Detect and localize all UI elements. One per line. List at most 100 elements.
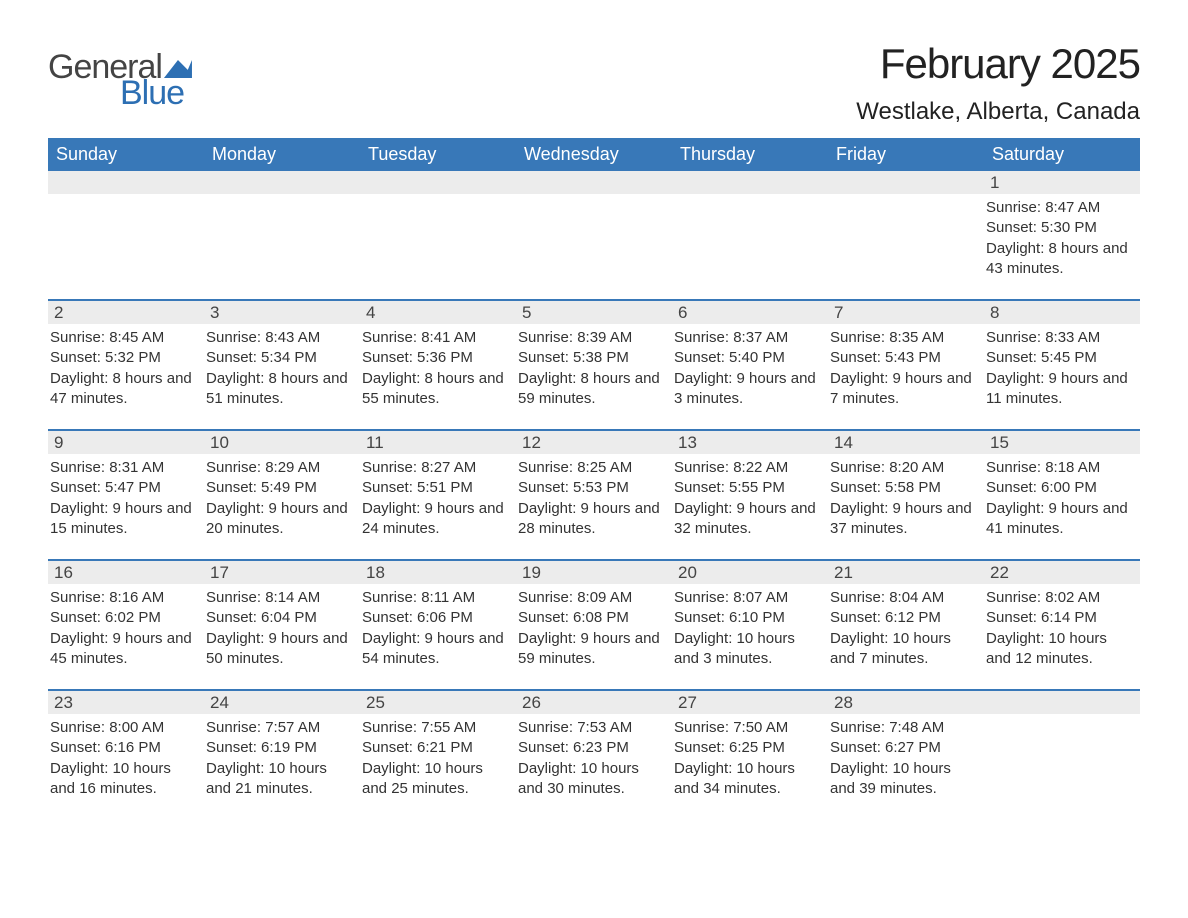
logo: General Blue [48, 40, 192, 110]
day-info-line: Daylight: 9 hours and 11 minutes. [986, 369, 1134, 410]
day-info-line: Daylight: 9 hours and 15 minutes. [50, 499, 198, 540]
day-info-line: Sunset: 6:00 PM [986, 478, 1134, 498]
day-cell: 4Sunrise: 8:41 AMSunset: 5:36 PMDaylight… [360, 301, 516, 429]
weekday-wednesday: Wednesday [516, 138, 672, 171]
day-body: Sunrise: 7:57 AMSunset: 6:19 PMDaylight:… [204, 714, 360, 803]
day-number: 2 [48, 301, 204, 324]
day-body: Sunrise: 8:22 AMSunset: 5:55 PMDaylight:… [672, 454, 828, 543]
day-info-line: Sunset: 6:10 PM [674, 608, 822, 628]
location-text: Westlake, Alberta, Canada [856, 98, 1140, 126]
day-info-line: Daylight: 10 hours and 30 minutes. [518, 759, 666, 800]
day-info-line: Sunrise: 8:07 AM [674, 588, 822, 608]
day-info-line: Daylight: 10 hours and 3 minutes. [674, 629, 822, 670]
day-number: 16 [48, 561, 204, 584]
day-info-line: Sunset: 6:12 PM [830, 608, 978, 628]
day-body: Sunrise: 8:27 AMSunset: 5:51 PMDaylight:… [360, 454, 516, 543]
day-number: 14 [828, 431, 984, 454]
day-body [48, 194, 204, 202]
day-info-line: Sunset: 6:04 PM [206, 608, 354, 628]
day-cell: 12Sunrise: 8:25 AMSunset: 5:53 PMDayligh… [516, 431, 672, 559]
day-number: 17 [204, 561, 360, 584]
day-cell: 5Sunrise: 8:39 AMSunset: 5:38 PMDaylight… [516, 301, 672, 429]
day-body: Sunrise: 8:39 AMSunset: 5:38 PMDaylight:… [516, 324, 672, 413]
day-cell-empty [516, 171, 672, 299]
day-cell: 23Sunrise: 8:00 AMSunset: 6:16 PMDayligh… [48, 691, 204, 819]
day-info-line: Sunrise: 8:39 AM [518, 328, 666, 348]
weekday-saturday: Saturday [984, 138, 1140, 171]
day-info-line: Daylight: 8 hours and 55 minutes. [362, 369, 510, 410]
day-info-line: Sunrise: 7:48 AM [830, 718, 978, 738]
day-number: 19 [516, 561, 672, 584]
week-row: 16Sunrise: 8:16 AMSunset: 6:02 PMDayligh… [48, 559, 1140, 689]
day-cell: 11Sunrise: 8:27 AMSunset: 5:51 PMDayligh… [360, 431, 516, 559]
day-info-line: Sunrise: 7:55 AM [362, 718, 510, 738]
day-cell: 25Sunrise: 7:55 AMSunset: 6:21 PMDayligh… [360, 691, 516, 819]
day-info-line: Daylight: 10 hours and 12 minutes. [986, 629, 1134, 670]
day-number: 5 [516, 301, 672, 324]
day-info-line: Daylight: 10 hours and 16 minutes. [50, 759, 198, 800]
day-info-line: Daylight: 10 hours and 39 minutes. [830, 759, 978, 800]
day-number: 6 [672, 301, 828, 324]
day-info-line: Sunset: 5:38 PM [518, 348, 666, 368]
day-cell: 26Sunrise: 7:53 AMSunset: 6:23 PMDayligh… [516, 691, 672, 819]
day-info-line: Sunrise: 8:11 AM [362, 588, 510, 608]
day-body: Sunrise: 7:50 AMSunset: 6:25 PMDaylight:… [672, 714, 828, 803]
day-info-line: Sunset: 5:58 PM [830, 478, 978, 498]
day-body: Sunrise: 8:37 AMSunset: 5:40 PMDaylight:… [672, 324, 828, 413]
day-info-line: Daylight: 9 hours and 20 minutes. [206, 499, 354, 540]
day-body [672, 194, 828, 202]
day-number: 28 [828, 691, 984, 714]
day-cell: 19Sunrise: 8:09 AMSunset: 6:08 PMDayligh… [516, 561, 672, 689]
day-info-line: Sunrise: 8:33 AM [986, 328, 1134, 348]
day-info-line: Sunrise: 8:41 AM [362, 328, 510, 348]
day-info-line: Daylight: 9 hours and 24 minutes. [362, 499, 510, 540]
header: General Blue February 2025 Westlake, Alb… [48, 40, 1140, 126]
day-body: Sunrise: 8:18 AMSunset: 6:00 PMDaylight:… [984, 454, 1140, 543]
day-number [48, 171, 204, 194]
day-number: 24 [204, 691, 360, 714]
day-body: Sunrise: 8:14 AMSunset: 6:04 PMDaylight:… [204, 584, 360, 673]
day-info-line: Sunrise: 8:09 AM [518, 588, 666, 608]
day-number: 4 [360, 301, 516, 324]
day-info-line: Sunset: 6:14 PM [986, 608, 1134, 628]
day-number: 23 [48, 691, 204, 714]
day-number [204, 171, 360, 194]
day-cell-empty [984, 691, 1140, 819]
day-info-line: Sunset: 6:25 PM [674, 738, 822, 758]
day-body: Sunrise: 8:11 AMSunset: 6:06 PMDaylight:… [360, 584, 516, 673]
day-info-line: Sunset: 5:51 PM [362, 478, 510, 498]
day-body: Sunrise: 8:09 AMSunset: 6:08 PMDaylight:… [516, 584, 672, 673]
day-cell: 18Sunrise: 8:11 AMSunset: 6:06 PMDayligh… [360, 561, 516, 689]
day-body: Sunrise: 8:02 AMSunset: 6:14 PMDaylight:… [984, 584, 1140, 673]
week-row: 1Sunrise: 8:47 AMSunset: 5:30 PMDaylight… [48, 171, 1140, 299]
day-info-line: Daylight: 10 hours and 34 minutes. [674, 759, 822, 800]
day-info-line: Daylight: 9 hours and 50 minutes. [206, 629, 354, 670]
day-number: 26 [516, 691, 672, 714]
day-body [828, 194, 984, 202]
day-number: 11 [360, 431, 516, 454]
day-number: 21 [828, 561, 984, 584]
day-cell: 8Sunrise: 8:33 AMSunset: 5:45 PMDaylight… [984, 301, 1140, 429]
day-info-line: Daylight: 9 hours and 54 minutes. [362, 629, 510, 670]
day-body: Sunrise: 8:47 AMSunset: 5:30 PMDaylight:… [984, 194, 1140, 283]
title-block: February 2025 Westlake, Alberta, Canada [856, 40, 1140, 126]
day-body: Sunrise: 7:53 AMSunset: 6:23 PMDaylight:… [516, 714, 672, 803]
day-info-line: Sunset: 5:43 PM [830, 348, 978, 368]
day-body: Sunrise: 8:25 AMSunset: 5:53 PMDaylight:… [516, 454, 672, 543]
day-info-line: Sunset: 5:49 PM [206, 478, 354, 498]
day-info-line: Sunset: 5:53 PM [518, 478, 666, 498]
day-number [828, 171, 984, 194]
day-info-line: Sunset: 5:45 PM [986, 348, 1134, 368]
day-cell: 21Sunrise: 8:04 AMSunset: 6:12 PMDayligh… [828, 561, 984, 689]
day-info-line: Sunrise: 8:14 AM [206, 588, 354, 608]
day-info-line: Sunrise: 8:45 AM [50, 328, 198, 348]
day-info-line: Sunrise: 8:22 AM [674, 458, 822, 478]
day-body [516, 194, 672, 202]
day-info-line: Sunrise: 8:20 AM [830, 458, 978, 478]
day-cell: 1Sunrise: 8:47 AMSunset: 5:30 PMDaylight… [984, 171, 1140, 299]
day-info-line: Sunrise: 8:18 AM [986, 458, 1134, 478]
day-info-line: Sunrise: 8:27 AM [362, 458, 510, 478]
day-info-line: Sunset: 5:55 PM [674, 478, 822, 498]
day-info-line: Sunrise: 7:57 AM [206, 718, 354, 738]
day-number: 1 [984, 171, 1140, 194]
